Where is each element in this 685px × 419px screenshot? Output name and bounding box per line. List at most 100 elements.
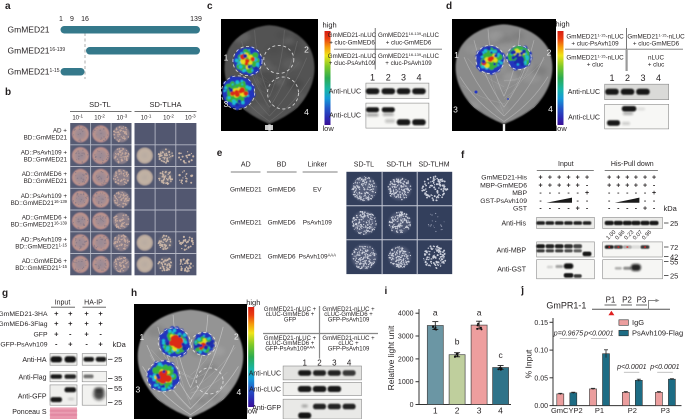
svg-text:GmMED21-3HA: GmMED21-3HA [0, 311, 48, 318]
svg-text:4: 4 [416, 73, 421, 83]
svg-text:-: - [653, 206, 656, 213]
svg-text:SD-TLHA: SD-TLHA [149, 100, 181, 109]
svg-text:0.07: 0.07 [632, 229, 644, 241]
svg-text:P2: P2 [628, 406, 637, 415]
svg-text:4: 4 [347, 359, 352, 368]
svg-text:+: + [84, 319, 89, 328]
svg-text:+: + [585, 190, 589, 197]
svg-text:*: * [521, 286, 524, 293]
svg-text:-: - [644, 190, 647, 197]
svg-text:4: 4 [304, 107, 309, 117]
svg-text:0.86: 0.86 [614, 229, 626, 241]
svg-text:+: + [548, 175, 552, 182]
svg-text:2: 2 [455, 406, 460, 416]
svg-text:b: b [455, 337, 460, 347]
svg-text:AD: AD [241, 161, 251, 168]
svg-text:1000: 1000 [398, 379, 414, 386]
svg-text:PsAvh109: PsAvh109 [303, 219, 332, 226]
svg-text:4: 4 [498, 406, 503, 416]
svg-text:-: - [586, 206, 589, 213]
svg-text:-: - [55, 340, 58, 349]
svg-text:Anti-cLUC: Anti-cLUC [568, 115, 600, 122]
svg-text:Anti-cLUC: Anti-cLUC [249, 387, 281, 394]
svg-text:Anti-nLUC: Anti-nLUC [249, 371, 281, 378]
svg-text:-: - [567, 190, 570, 197]
svg-text:PsAvh109AAA: PsAvh109AAA [299, 253, 337, 261]
svg-text:GmMED21: GmMED21 [8, 25, 50, 35]
svg-text:P3: P3 [637, 296, 647, 305]
svg-text:GFP-PsAvh109: GFP-PsAvh109 [0, 342, 47, 349]
svg-text:-: - [608, 198, 611, 205]
svg-text:2: 2 [304, 45, 309, 55]
svg-text:cLUC-GmMED6 +: cLUC-GmMED6 + [266, 341, 315, 347]
svg-text:+: + [566, 182, 570, 189]
svg-text:GmMED6: GmMED6 [268, 254, 296, 261]
svg-text:cLUC-GmMED6 +: cLUC-GmMED6 + [324, 312, 373, 318]
svg-text:-: - [85, 340, 88, 349]
svg-text:% Input: % Input [524, 349, 534, 378]
svg-text:GmMED21-nLUC: GmMED21-nLUC [328, 53, 377, 60]
svg-text:p<0.0001: p<0.0001 [583, 330, 613, 337]
svg-text:Input: Input [55, 300, 71, 307]
svg-text:low: low [556, 124, 568, 133]
svg-text:Anti-nLUC: Anti-nLUC [568, 89, 600, 96]
svg-text:10-3: 10-3 [117, 114, 128, 122]
svg-text:2: 2 [234, 332, 239, 342]
svg-text:GmMED21-His: GmMED21-His [481, 175, 527, 182]
svg-text:c: c [498, 350, 503, 360]
svg-text:+ cluc-GmMED6: + cluc-GmMED6 [386, 39, 432, 46]
svg-text:35: 35 [114, 374, 122, 383]
svg-text:-: - [635, 206, 638, 213]
svg-text:BD::GmMED211-15: BD::GmMED211-15 [15, 264, 67, 272]
svg-text:Relative light unit: Relative light unit [386, 325, 396, 390]
svg-text:1: 1 [433, 406, 438, 416]
svg-text:9: 9 [70, 16, 74, 23]
svg-text:j: j [520, 286, 524, 297]
svg-text:Anti-cLUC: Anti-cLUC [329, 112, 361, 119]
svg-text:25: 25 [114, 398, 122, 407]
svg-text:+ cluc: + cluc [648, 62, 665, 69]
svg-text:Anti-nLUC: Anti-nLUC [329, 89, 361, 96]
svg-text:4: 4 [237, 387, 242, 397]
svg-text:BD::GmMED21: BD::GmMED21 [24, 156, 68, 163]
svg-text:kDa: kDa [113, 340, 127, 349]
svg-text:GmMED2116-139-nLUC: GmMED2116-139-nLUC [378, 31, 439, 39]
svg-text:-: - [539, 206, 542, 213]
svg-text:-: - [99, 330, 102, 339]
svg-text:GmMED6: GmMED6 [268, 186, 296, 193]
svg-text:IgG: IgG [632, 318, 644, 327]
svg-text:+: + [539, 182, 543, 189]
svg-text:Anti-His: Anti-His [501, 220, 526, 227]
svg-text:kDa: kDa [664, 204, 678, 213]
svg-text:i: i [385, 286, 388, 297]
svg-text:-: - [653, 182, 656, 189]
svg-text:+: + [54, 319, 59, 328]
svg-text:AD::GmMED6 +: AD::GmMED6 + [22, 215, 68, 222]
svg-text:10-2: 10-2 [94, 114, 105, 122]
svg-text:+: + [576, 182, 580, 189]
svg-text:GmPR1-1: GmPR1-1 [546, 300, 586, 310]
svg-text:HA-IP: HA-IP [84, 300, 103, 307]
svg-text:nLUC: nLUC [648, 55, 665, 62]
svg-text:2: 2 [547, 48, 552, 58]
svg-text:-: - [549, 190, 552, 197]
svg-text:3: 3 [332, 359, 337, 368]
svg-text:GmCYP2: GmCYP2 [551, 406, 583, 415]
svg-text:16: 16 [81, 16, 89, 23]
svg-text:+: + [54, 309, 59, 318]
svg-text:0.05: 0.05 [534, 375, 548, 382]
svg-text:GmMED211-15-nLUC: GmMED211-15-nLUC [627, 33, 685, 41]
svg-text:AD::GmMED6 +: AD::GmMED6 + [22, 258, 68, 265]
svg-text:BD::GmMED2116-139: BD::GmMED2116-139 [11, 199, 68, 207]
svg-text:+: + [643, 182, 647, 189]
svg-text:+ cluc-PsAvh109: + cluc-PsAvh109 [385, 60, 432, 67]
svg-text:+: + [557, 175, 561, 182]
svg-text:GmMED21: GmMED21 [230, 186, 262, 193]
svg-text:10-3: 10-3 [185, 114, 196, 122]
svg-text:1: 1 [454, 50, 459, 60]
svg-text:2: 2 [386, 73, 391, 83]
svg-text:+: + [625, 175, 629, 182]
svg-text:GFP: GFP [34, 332, 48, 339]
svg-text:GFP-PsAvh109: GFP-PsAvh109 [328, 317, 370, 323]
svg-text:+: + [634, 182, 638, 189]
